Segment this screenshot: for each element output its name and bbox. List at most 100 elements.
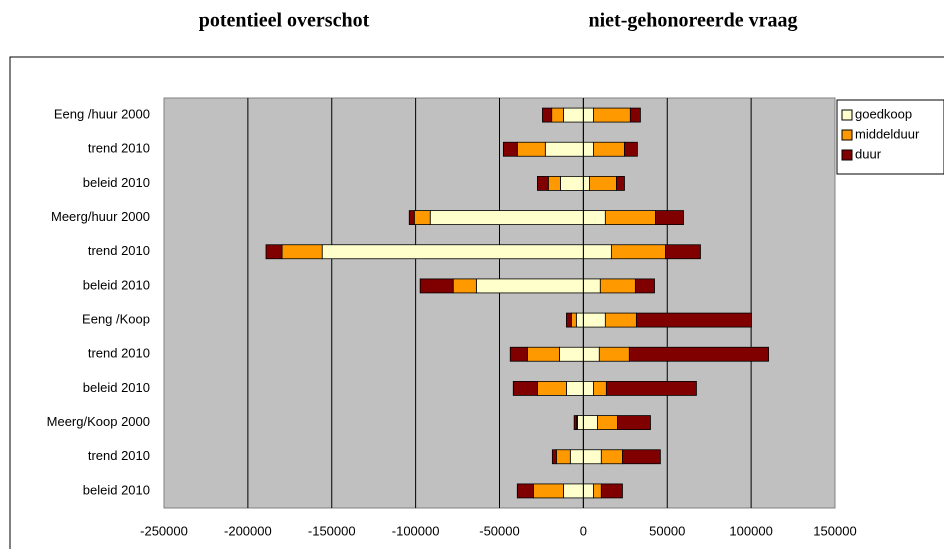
y-tick-label: trend 2010	[88, 346, 150, 361]
bar	[582, 449, 602, 465]
bar	[622, 449, 661, 465]
bar	[475, 278, 584, 294]
y-tick-label: beleid 2010	[83, 175, 150, 190]
y-tick-label: Eeng /Koop	[82, 312, 150, 327]
bar	[570, 312, 577, 328]
bar	[563, 107, 584, 123]
bar	[544, 141, 584, 157]
bar	[600, 449, 623, 465]
bar	[558, 346, 584, 362]
x-tick-label: 50000	[649, 523, 685, 538]
bar	[551, 449, 557, 465]
x-tick-label: -50000	[479, 523, 519, 538]
bar	[635, 312, 752, 328]
y-tick-label: beleid 2010	[83, 380, 150, 395]
x-tick-label: -250000	[140, 523, 188, 538]
bar	[598, 346, 630, 362]
bar	[566, 312, 572, 328]
bar	[593, 381, 607, 396]
bar	[575, 312, 584, 328]
bar	[593, 483, 602, 499]
bar	[537, 381, 567, 396]
bar	[551, 107, 564, 123]
y-tick-label: beleid 2010	[83, 277, 150, 292]
bar	[617, 415, 651, 430]
bar	[634, 278, 655, 294]
bar	[582, 278, 601, 294]
chart-frame	[9, 56, 944, 549]
bar	[582, 346, 600, 362]
bar	[512, 381, 538, 396]
bar	[408, 210, 415, 225]
bar	[597, 415, 618, 430]
x-tick-label: -150000	[308, 523, 356, 538]
bar	[502, 141, 518, 157]
bar	[610, 244, 666, 260]
bar	[429, 210, 584, 225]
bar	[593, 141, 625, 157]
bar	[582, 312, 606, 328]
bar	[419, 278, 454, 294]
legend-swatch	[841, 109, 853, 121]
bar	[563, 483, 584, 499]
y-tick-label: trend 2010	[88, 141, 150, 156]
x-tick-label: 150000	[813, 523, 856, 538]
bar	[593, 107, 631, 123]
bar	[577, 415, 584, 430]
y-tick-label: beleid 2010	[83, 482, 150, 497]
bar	[605, 381, 697, 396]
y-tick-label: trend 2010	[88, 448, 150, 463]
y-tick-label: Meerg/Koop 2000	[47, 414, 150, 429]
legend-label: middelduur	[855, 126, 920, 141]
x-tick-label: 100000	[729, 523, 772, 538]
bar	[569, 449, 584, 465]
bar	[413, 210, 431, 225]
y-tick-label: Meerg/huur 2000	[51, 209, 150, 224]
heading-right: niet-gehonoreerde vraag	[588, 10, 797, 32]
bar	[629, 107, 641, 123]
bar	[599, 278, 636, 294]
bar	[547, 176, 561, 191]
bar	[321, 244, 584, 260]
heading-left: potentieel overschot	[199, 10, 370, 32]
bar	[555, 449, 571, 465]
bar	[628, 346, 769, 362]
x-tick-label: -100000	[392, 523, 440, 538]
bar	[559, 176, 584, 191]
bar	[526, 346, 560, 362]
y-tick-label: Eeng /huur 2000	[54, 107, 150, 122]
bar	[616, 176, 625, 191]
y-tick-label: trend 2010	[88, 243, 150, 258]
bar	[516, 141, 546, 157]
bar	[604, 312, 637, 328]
bar	[600, 483, 623, 499]
bar	[582, 483, 594, 499]
bar	[582, 210, 606, 225]
legend-swatch	[841, 129, 853, 141]
bar	[516, 483, 534, 499]
bar	[582, 415, 598, 430]
bar	[452, 278, 477, 294]
bar	[582, 176, 590, 191]
bar	[655, 210, 684, 225]
legend-label: duur	[855, 146, 882, 161]
bar	[542, 107, 553, 123]
x-tick-label: -200000	[224, 523, 272, 538]
bar	[582, 244, 612, 260]
legend-label: goedkoop	[855, 106, 912, 121]
bar	[582, 381, 594, 396]
bar	[582, 107, 594, 123]
bar	[566, 381, 584, 396]
bar	[589, 176, 617, 191]
bar	[265, 244, 283, 260]
bar	[281, 244, 323, 260]
bar	[604, 210, 656, 225]
bar	[537, 176, 549, 191]
legend	[836, 99, 944, 175]
bar	[532, 483, 564, 499]
x-tick-label: 0	[580, 523, 587, 538]
bar	[582, 141, 594, 157]
legend-swatch	[841, 149, 853, 161]
bar	[573, 415, 578, 430]
